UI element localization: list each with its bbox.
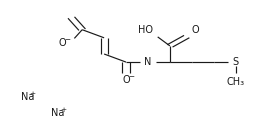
Text: +: + (30, 91, 36, 97)
Text: +: + (60, 107, 66, 113)
Text: N: N (144, 57, 152, 67)
Text: HO: HO (138, 25, 153, 35)
Text: CH₃: CH₃ (227, 77, 245, 87)
Text: Na: Na (51, 108, 64, 118)
Text: −: − (64, 37, 70, 43)
Text: S: S (233, 57, 239, 67)
Text: O: O (191, 25, 199, 35)
Text: −: − (128, 74, 134, 80)
Text: O: O (122, 75, 130, 85)
Text: Na: Na (21, 92, 34, 102)
Text: O: O (59, 38, 66, 48)
